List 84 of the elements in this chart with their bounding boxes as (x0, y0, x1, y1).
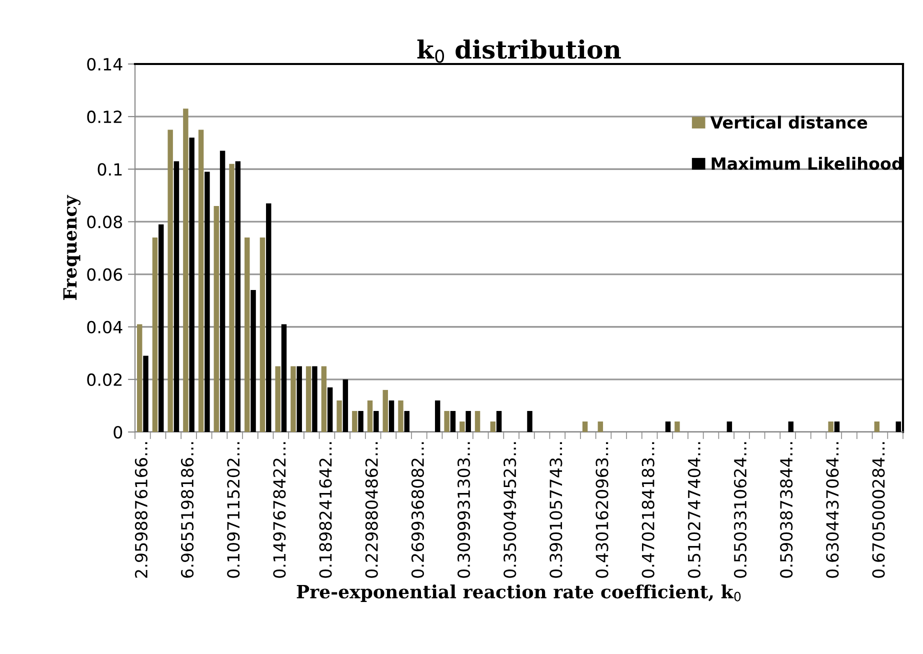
y-axis-title: Frequency (63, 194, 81, 300)
bar (220, 150, 226, 432)
bar (460, 421, 465, 432)
bar (374, 410, 379, 432)
bar (450, 410, 456, 432)
bar (788, 421, 794, 432)
bar (665, 421, 671, 432)
bar (189, 138, 194, 432)
bar (266, 203, 272, 432)
x-tick-label: 0.5102747404… (688, 442, 700, 578)
x-tick-label: 0.3901057743… (550, 442, 562, 578)
x-tick-label: 0.1898241642… (319, 442, 332, 578)
bar (828, 421, 834, 432)
bar (834, 421, 840, 432)
bar (466, 410, 471, 432)
x-tick-label: 0.3099931303… (457, 442, 470, 578)
bar (726, 421, 732, 432)
bar (327, 387, 333, 432)
x-tick-label: 0.4702184183… (642, 442, 654, 578)
bar (321, 366, 327, 432)
y-tick-label: 0 (114, 426, 122, 439)
x-tick-label: 0.4301620963… (596, 442, 608, 578)
y-tick-label: 0.06 (87, 268, 122, 281)
bar (388, 400, 394, 432)
bar (275, 366, 280, 432)
bar (367, 400, 373, 432)
bar (496, 410, 502, 432)
bar (204, 172, 210, 432)
x-tick-label: 0.5903873844… (780, 442, 793, 578)
legend-label: Vertical distance (710, 116, 868, 129)
y-tick-label: 0.12 (87, 110, 122, 124)
chart-title: k$_{0}$ distribution (417, 39, 621, 63)
bar (342, 379, 348, 432)
x-tick-label: 0.2699368082… (411, 442, 424, 578)
y-tick-label: 0.02 (87, 373, 122, 386)
bar (281, 324, 287, 432)
bar (674, 421, 680, 432)
bar (434, 400, 440, 432)
bar (290, 366, 296, 432)
bar (260, 237, 266, 432)
bar (250, 290, 256, 432)
y-tick-label: 0.08 (87, 216, 122, 228)
bar (312, 366, 318, 432)
bar (398, 400, 404, 432)
bar (198, 130, 204, 432)
bar (874, 421, 880, 432)
bar (143, 356, 148, 432)
y-tick-label: 0.04 (87, 320, 122, 334)
x-tick-label: 0.3500494523… (504, 442, 516, 578)
y-tick-label: 0.1 (98, 163, 122, 176)
x-tick-label: 6.9655198186… (180, 442, 194, 578)
bar (158, 224, 164, 432)
bar (235, 161, 241, 432)
bar (352, 410, 358, 432)
bar (336, 400, 342, 432)
y-tick-label: 0.14 (87, 58, 122, 71)
bar (382, 390, 388, 432)
bar (152, 237, 158, 432)
bar (296, 366, 302, 432)
x-tick-label: 0.6304437064… (826, 442, 839, 578)
bar (229, 164, 234, 432)
x-tick-label: 0.1097115202… (227, 442, 240, 578)
bar (474, 410, 480, 432)
x-axis-title: Pre-exponential reaction rate coefficient, k$_{0}$ (296, 584, 741, 602)
bar (174, 161, 180, 432)
x-tick-label: 2.9598876166… (134, 442, 148, 578)
bar (136, 324, 142, 432)
x-tick-label: 0.6705000284… (872, 442, 885, 578)
bar (404, 410, 410, 432)
bar (183, 108, 188, 432)
bar (444, 410, 450, 432)
bar (306, 366, 312, 432)
bar (358, 410, 364, 432)
legend-label: Maximum Likelihood (712, 156, 902, 170)
bar (527, 410, 532, 432)
bar (598, 421, 604, 432)
x-tick-label: 0.5503310624… (734, 442, 747, 578)
bar (214, 206, 220, 432)
x-tick-label: 0.1497678422… (273, 442, 286, 578)
bar (244, 237, 250, 432)
bar (582, 421, 588, 432)
x-tick-label: 0.2298804862… (365, 442, 378, 578)
bar (490, 421, 496, 432)
bar (168, 130, 173, 432)
